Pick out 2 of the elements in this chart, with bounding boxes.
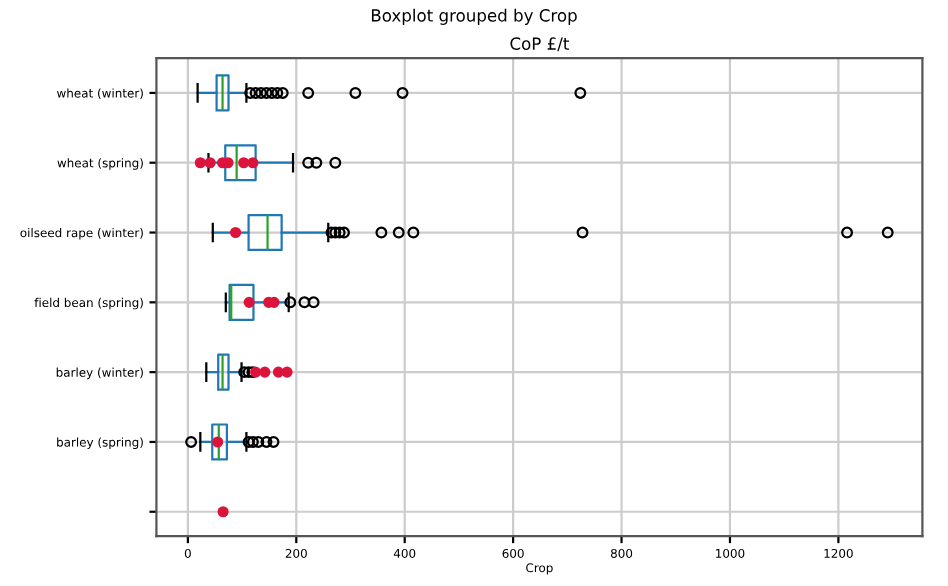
chart-subtitle: CoP £/t [510, 37, 569, 52]
chart-title: Boxplot grouped by Crop [371, 8, 577, 25]
